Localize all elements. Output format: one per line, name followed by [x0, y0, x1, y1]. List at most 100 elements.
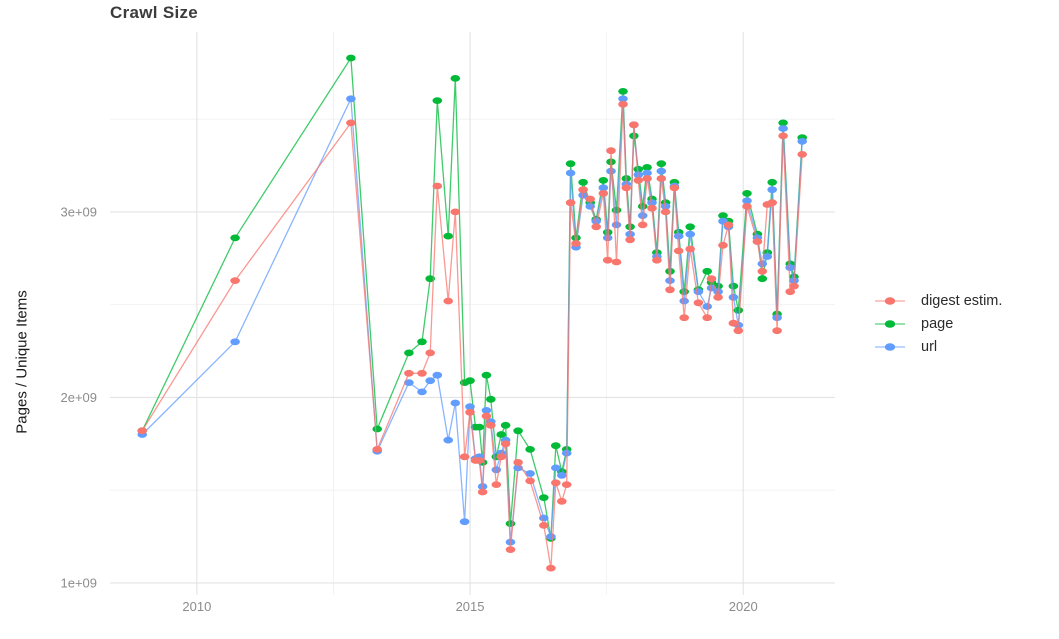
data-point [598, 190, 609, 197]
data-point [346, 54, 356, 62]
data-point [797, 138, 807, 145]
data-point [606, 147, 616, 155]
data-point [752, 238, 763, 246]
data-point [767, 186, 777, 194]
series-line [141, 104, 803, 569]
data-point [673, 247, 684, 255]
data-point [346, 119, 356, 127]
data-point [477, 488, 488, 496]
data-point [230, 277, 240, 284]
data-point [785, 264, 795, 271]
data-point [432, 182, 443, 190]
data-point [481, 407, 492, 414]
data-point [443, 232, 454, 240]
y-axis-title: Pages / Unique Items [13, 290, 31, 434]
data-point [481, 412, 492, 420]
data-point [633, 177, 644, 184]
data-point [742, 203, 752, 210]
data-point [762, 253, 773, 260]
data-point [742, 190, 752, 197]
data-point [685, 230, 695, 238]
data-point [611, 258, 622, 266]
data-point [230, 234, 240, 242]
data-point [230, 338, 240, 346]
data-point [767, 199, 777, 207]
data-point [486, 421, 496, 429]
data-point [561, 481, 572, 488]
data-point [660, 203, 671, 210]
data-point [557, 497, 567, 505]
data-point [513, 427, 523, 435]
data-point [702, 267, 712, 275]
data-point [637, 212, 648, 220]
gridlines-major [110, 32, 835, 595]
data-point [642, 169, 652, 177]
series-line [141, 96, 803, 543]
data-point [602, 234, 613, 242]
data-point [723, 221, 734, 229]
legend-label: page [921, 315, 954, 332]
data-point [486, 395, 496, 403]
legend-label: url [921, 338, 938, 355]
data-point [481, 371, 492, 379]
data-point [718, 212, 728, 220]
data-point [432, 97, 443, 104]
data-point [656, 167, 667, 175]
data-point [557, 472, 567, 479]
data-point [491, 481, 502, 488]
y-tick-label: 3e+09 [60, 204, 97, 219]
data-point [546, 533, 556, 540]
data-point [417, 388, 427, 396]
data-point [565, 169, 576, 177]
axis-tick-labels: 1e+09 2e+09 3e+09 2010 2015 2020 [60, 204, 757, 614]
legend-item-url: url [874, 338, 1002, 355]
data-point [693, 299, 704, 307]
data-point [642, 164, 652, 171]
data-point [618, 100, 628, 108]
data-point [625, 236, 635, 244]
data-point [459, 518, 470, 526]
data-point [513, 459, 523, 466]
legend: digest estim. page url [874, 292, 1002, 355]
data-point [673, 232, 684, 240]
data-point [571, 240, 581, 247]
legend-key-icon [875, 319, 905, 328]
data-point [702, 314, 712, 322]
legend-item-digest-estim-: digest estim. [874, 292, 1002, 309]
x-tick-label: 2020 [729, 599, 758, 614]
data-point [598, 177, 609, 184]
data-point [728, 293, 739, 301]
data-point [618, 88, 628, 95]
data-point [629, 121, 639, 129]
data-point [733, 327, 744, 335]
data-point [656, 160, 667, 168]
data-point [450, 399, 461, 407]
data-point [465, 377, 475, 385]
data-point [474, 423, 485, 431]
series-digest-estim- [137, 100, 807, 572]
data-point [637, 203, 648, 210]
data-point [465, 408, 475, 416]
data-point [565, 160, 576, 168]
data-point [551, 442, 561, 450]
data-point [404, 379, 414, 386]
data-point [417, 338, 427, 346]
data-point [602, 256, 613, 264]
data-point [660, 208, 671, 216]
data-point [702, 303, 712, 310]
legend-key-icon [875, 296, 905, 305]
data-point [647, 204, 657, 212]
data-point [585, 195, 595, 203]
data-point [565, 199, 576, 207]
data-point [728, 319, 739, 327]
data-point [505, 520, 516, 527]
y-tick-label: 2e+09 [60, 390, 97, 405]
y-tick-label: 1e+09 [60, 575, 97, 590]
data-point [450, 208, 461, 216]
data-point [425, 377, 436, 385]
data-point [346, 95, 356, 103]
data-point [767, 178, 777, 186]
data-point [621, 184, 632, 192]
